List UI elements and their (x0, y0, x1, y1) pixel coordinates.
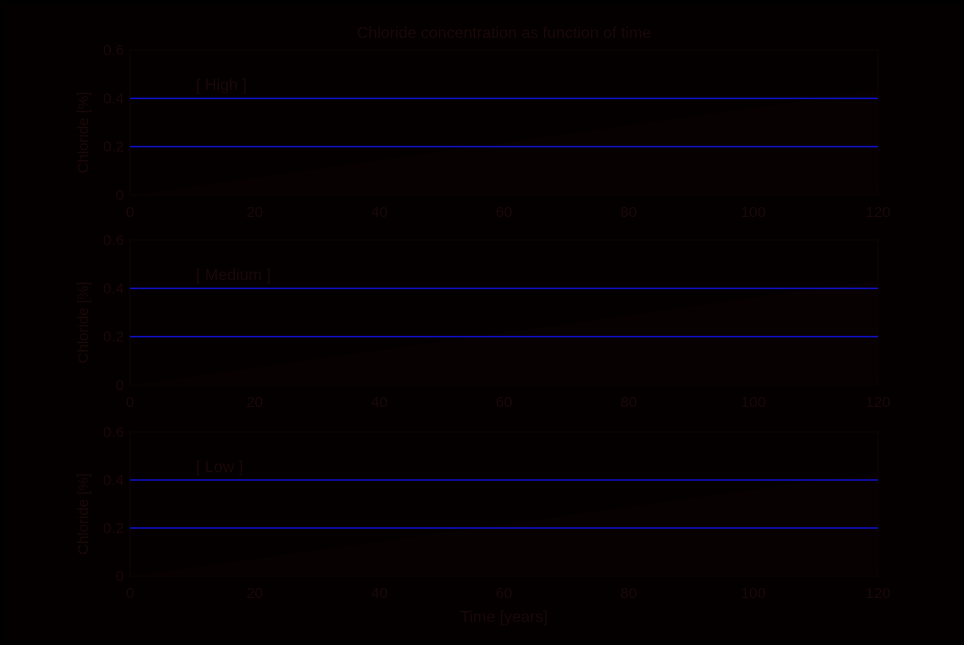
x-tick-label: 80 (620, 204, 637, 221)
x-tick-label: 60 (496, 394, 513, 411)
x-tick-label: 120 (865, 585, 890, 602)
y-axis-label: Chloride [%] (75, 473, 92, 555)
legend-entry: [ High ] (196, 77, 247, 94)
x-tick-label: 20 (246, 204, 263, 221)
x-tick-label: 80 (620, 585, 637, 602)
y-tick-label: 0 (116, 187, 124, 204)
y-tick-label: 0.4 (103, 90, 124, 107)
x-tick-label: 100 (741, 585, 766, 602)
y-tick-label: 0.4 (103, 472, 124, 489)
x-tick-label: 120 (865, 204, 890, 221)
x-tick-label: 120 (865, 394, 890, 411)
y-tick-label: 0.2 (103, 139, 124, 156)
y-tick-label: 0.4 (103, 280, 124, 297)
x-tick-label: 40 (371, 585, 388, 602)
subplot-1: 0 20 40 60 80 100 120 0 0.2 0.4 0.6 Chloride [%] [ H… (75, 42, 891, 221)
y-tick-label: 0 (116, 568, 124, 585)
x-tick-label: 20 (246, 585, 263, 602)
x-tick-label: 0 (126, 394, 134, 411)
x-axis-label: Time [years] (460, 609, 547, 626)
x-tick-label: 80 (620, 394, 637, 411)
y-tick-label: 0 (116, 377, 124, 394)
x-tick-label: 60 (496, 204, 513, 221)
y-tick-label: 0.6 (103, 232, 124, 249)
y-tick-label: 0.6 (103, 42, 124, 59)
x-tick-label: 40 (371, 204, 388, 221)
shaded-region (130, 280, 878, 385)
x-tick-label: 40 (371, 394, 388, 411)
subplot-3: 0 20 40 60 80 100 120 0 0.2 0.4 0.6 Chloride [%] [ L… (75, 424, 891, 602)
subplot-2: 0 20 40 60 80 100 120 0 0.2 0.4 0.6 Chloride [%] [ M… (75, 232, 891, 411)
x-tick-label: 20 (246, 394, 263, 411)
y-tick-label: 0.6 (103, 424, 124, 441)
chart-title: Chloride concentration as function of ti… (357, 25, 651, 42)
x-tick-label: 100 (741, 394, 766, 411)
x-tick-label: 0 (126, 204, 134, 221)
shaded-region (130, 472, 878, 576)
shaded-region (130, 90, 878, 195)
x-tick-label: 60 (496, 585, 513, 602)
y-tick-label: 0.2 (103, 329, 124, 346)
y-axis-label: Chloride [%] (75, 92, 92, 174)
subplot-group: 0 20 40 60 80 100 120 0 0.2 0.4 0.6 Chloride [%] [ H… (75, 42, 891, 602)
y-axis-label: Chloride [%] (75, 282, 92, 364)
legend-entry: [ Medium ] (196, 267, 271, 284)
x-tick-label: 0 (126, 585, 134, 602)
x-tick-label: 100 (741, 204, 766, 221)
legend-entry: [ Low ] (196, 459, 243, 476)
y-tick-label: 0.2 (103, 520, 124, 537)
